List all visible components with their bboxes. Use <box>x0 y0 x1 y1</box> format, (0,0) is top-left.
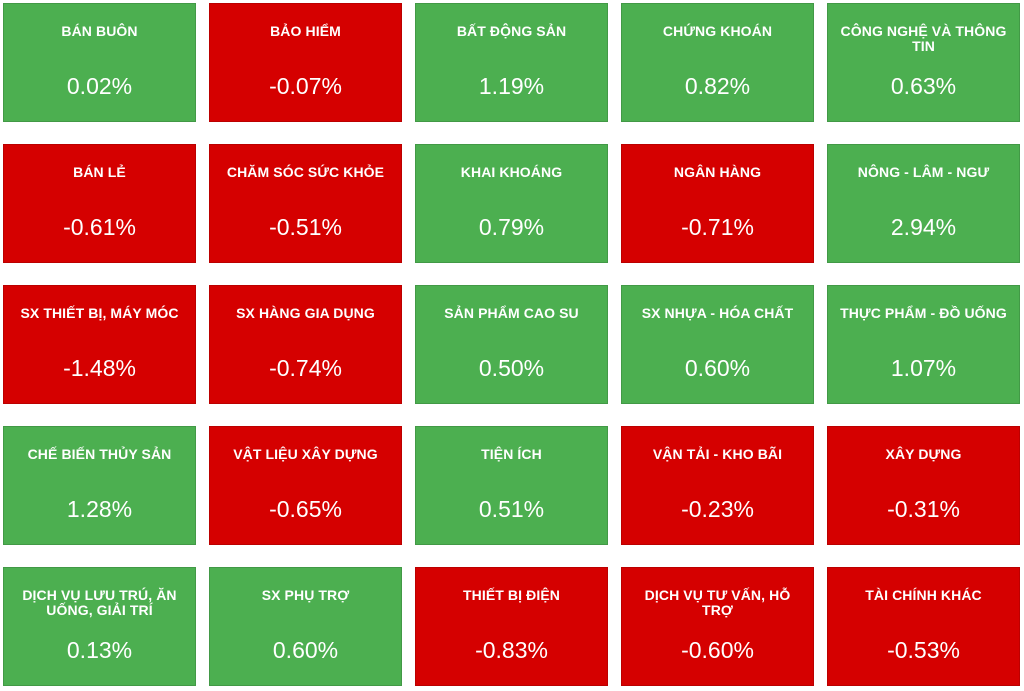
sector-tile[interactable]: DỊCH VỤ TƯ VẤN, HỖ TRỢ -0.60% <box>621 567 814 686</box>
sector-change: -0.74% <box>269 355 342 381</box>
sector-change: 0.82% <box>684 73 751 99</box>
sector-tile[interactable]: TÀI CHÍNH KHÁC -0.53% <box>827 567 1020 686</box>
sector-change: 0.50% <box>478 355 545 381</box>
sector-tile[interactable]: KHAI KHOÁNG 0.79% <box>415 144 608 263</box>
sector-name: CÔNG NGHỆ VÀ THÔNG TIN <box>840 23 1007 54</box>
sector-change: -0.51% <box>269 214 342 240</box>
sector-change: 0.63% <box>890 73 957 99</box>
sector-tile[interactable]: VẬN TẢI - KHO BÃI -0.23% <box>621 426 814 545</box>
sector-tile[interactable]: SX PHỤ TRỢ 0.60% <box>209 567 402 686</box>
sector-name: BẢO HIỂM <box>270 23 341 39</box>
sector-change: -0.61% <box>63 214 136 240</box>
sector-tile[interactable]: DỊCH VỤ LƯU TRÚ, ĂN UỐNG, GIẢI TRÍ 0.13% <box>3 567 196 686</box>
sector-change: -0.60% <box>681 637 754 663</box>
sector-change: 0.13% <box>66 637 133 663</box>
sector-tile[interactable]: CÔNG NGHỆ VÀ THÔNG TIN 0.63% <box>827 3 1020 122</box>
sector-heatmap-grid: BÁN BUÔN 0.02% BẢO HIỂM -0.07% BẤT ĐỘNG SẢ… <box>3 3 1020 687</box>
sector-tile[interactable]: TIỆN ÍCH 0.51% <box>415 426 608 545</box>
sector-name: CHĂM SÓC SỨC KHỎE <box>226 164 385 180</box>
sector-name: SX PHỤ TRỢ <box>261 587 350 603</box>
sector-tile[interactable]: SẢN PHẨM CAO SU 0.50% <box>415 285 608 404</box>
sector-name: CHỨNG KHOÁN <box>662 23 773 39</box>
sector-name: BÁN LẺ <box>73 164 126 180</box>
sector-tile[interactable]: SX THIẾT BỊ, MÁY MÓC -1.48% <box>3 285 196 404</box>
sector-tile[interactable]: VẬT LIỆU XÂY DỰNG -0.65% <box>209 426 402 545</box>
sector-name: CHẾ BIẾN THỦY SẢN <box>27 446 172 462</box>
sector-change: 0.79% <box>478 214 545 240</box>
sector-name: BÁN BUÔN <box>61 23 138 39</box>
sector-name: KHAI KHOÁNG <box>460 164 563 180</box>
sector-tile[interactable]: CHẾ BIẾN THỦY SẢN 1.28% <box>3 426 196 545</box>
sector-change: 1.07% <box>890 355 957 381</box>
sector-change: -0.23% <box>681 496 754 522</box>
sector-tile[interactable]: BÁN LẺ -0.61% <box>3 144 196 263</box>
sector-change: 0.02% <box>66 73 133 99</box>
sector-change: 0.60% <box>684 355 751 381</box>
sector-tile[interactable]: BÁN BUÔN 0.02% <box>3 3 196 122</box>
sector-name: SX NHỰA - HÓA CHẤT <box>641 305 794 321</box>
sector-name: THỰC PHẨM - ĐỒ UỐNG <box>840 305 1007 321</box>
sector-name: SX HÀNG GIA DỤNG <box>236 305 375 321</box>
sector-change: -0.71% <box>681 214 754 240</box>
sector-tile[interactable]: SX NHỰA - HÓA CHẤT 0.60% <box>621 285 814 404</box>
sector-tile[interactable]: BẢO HIỂM -0.07% <box>209 3 402 122</box>
sector-name: SẢN PHẨM CAO SU <box>444 305 579 321</box>
sector-name: NÔNG - LÂM - NGƯ <box>857 164 990 180</box>
sector-change: -0.07% <box>269 73 342 99</box>
sector-change: 0.51% <box>478 496 545 522</box>
sector-change: -1.48% <box>63 355 136 381</box>
sector-tile[interactable]: BẤT ĐỘNG SẢN 1.19% <box>415 3 608 122</box>
sector-name: BẤT ĐỘNG SẢN <box>456 23 567 39</box>
sector-tile[interactable]: CHỨNG KHOÁN 0.82% <box>621 3 814 122</box>
sector-change: 0.60% <box>272 637 339 663</box>
sector-name: VẬN TẢI - KHO BÃI <box>652 446 783 462</box>
sector-name: TIỆN ÍCH <box>481 446 542 462</box>
sector-tile[interactable]: THIẾT BỊ ĐIỆN -0.83% <box>415 567 608 686</box>
sector-tile[interactable]: NÔNG - LÂM - NGƯ 2.94% <box>827 144 1020 263</box>
sector-name: DỊCH VỤ TƯ VẤN, HỖ TRỢ <box>644 587 791 618</box>
sector-tile[interactable]: NGÂN HÀNG -0.71% <box>621 144 814 263</box>
sector-tile[interactable]: CHĂM SÓC SỨC KHỎE -0.51% <box>209 144 402 263</box>
sector-change: -0.53% <box>887 637 960 663</box>
sector-name: NGÂN HÀNG <box>673 164 762 180</box>
sector-name: DỊCH VỤ LƯU TRÚ, ĂN UỐNG, GIẢI TRÍ <box>22 587 177 618</box>
sector-name: VẬT LIỆU XÂY DỰNG <box>233 446 378 462</box>
sector-name: THIẾT BỊ ĐIỆN <box>463 587 560 603</box>
sector-change: 1.28% <box>66 496 133 522</box>
sector-tile[interactable]: XÂY DỰNG -0.31% <box>827 426 1020 545</box>
sector-change: 1.19% <box>478 73 545 99</box>
sector-name: TÀI CHÍNH KHÁC <box>865 587 982 603</box>
sector-change: -0.65% <box>269 496 342 522</box>
sector-name: SX THIẾT BỊ, MÁY MÓC <box>20 305 179 321</box>
sector-tile[interactable]: SX HÀNG GIA DỤNG -0.74% <box>209 285 402 404</box>
sector-change: -0.31% <box>887 496 960 522</box>
sector-name: XÂY DỰNG <box>885 446 962 462</box>
sector-change: -0.83% <box>475 637 548 663</box>
sector-tile[interactable]: THỰC PHẨM - ĐỒ UỐNG 1.07% <box>827 285 1020 404</box>
sector-change: 2.94% <box>890 214 957 240</box>
